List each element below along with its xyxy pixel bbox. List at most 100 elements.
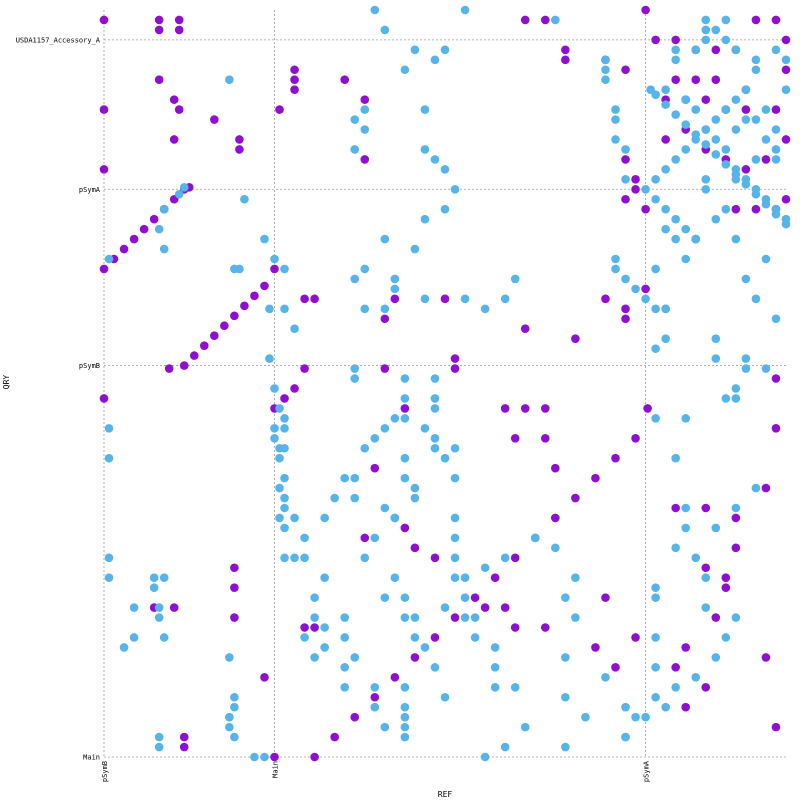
data-point <box>731 95 741 104</box>
data-point <box>721 160 731 169</box>
data-point <box>350 274 360 284</box>
data-point <box>340 633 350 642</box>
data-point <box>701 573 711 583</box>
data-point <box>510 682 520 692</box>
y-tick-label: USDA1157_Accessory_A <box>16 36 101 44</box>
data-point <box>671 110 680 119</box>
data-point <box>440 453 450 463</box>
data-point <box>781 194 791 204</box>
data-point <box>621 65 630 75</box>
data-point <box>561 45 570 55</box>
data-point <box>350 653 360 662</box>
data-point <box>310 613 319 622</box>
data-point <box>651 194 660 204</box>
data-point <box>651 692 660 702</box>
data-point <box>199 341 209 350</box>
data-point <box>164 364 174 373</box>
data-point <box>711 653 721 662</box>
data-point <box>711 75 721 85</box>
data-point <box>611 115 620 124</box>
data-point <box>671 214 680 224</box>
data-point <box>280 414 289 423</box>
data-point <box>500 404 510 413</box>
data-point <box>651 35 660 45</box>
data-point <box>360 553 370 563</box>
data-point <box>410 653 420 662</box>
data-point <box>510 623 520 632</box>
data-point <box>270 264 279 274</box>
data-point <box>390 513 400 523</box>
data-point <box>360 443 370 453</box>
data-point <box>410 613 420 622</box>
data-point <box>721 633 731 642</box>
data-point <box>300 553 309 563</box>
data-point <box>551 15 560 25</box>
data-point <box>601 75 610 85</box>
data-point <box>671 75 680 85</box>
data-point <box>270 384 279 393</box>
data-point <box>751 483 761 493</box>
data-point <box>480 603 490 612</box>
data-point <box>104 453 114 463</box>
data-point <box>701 125 711 134</box>
data-point <box>270 433 279 443</box>
data-point <box>440 45 450 55</box>
data-point <box>520 722 530 732</box>
data-point <box>651 264 660 274</box>
data-point <box>290 384 299 393</box>
data-point <box>671 155 680 164</box>
data-point <box>771 314 781 324</box>
data-point <box>310 294 319 304</box>
data-point <box>661 224 670 234</box>
data-point <box>370 5 380 15</box>
x-tick-label: pSymB <box>101 761 109 782</box>
data-point <box>761 364 771 373</box>
data-point <box>410 483 420 493</box>
data-point <box>510 274 520 284</box>
data-point <box>561 55 570 65</box>
data-point <box>380 364 390 373</box>
data-point <box>500 294 510 304</box>
data-point <box>154 15 164 25</box>
data-point <box>621 702 630 712</box>
data-point <box>751 65 761 75</box>
data-point <box>681 643 691 652</box>
data-point <box>430 663 440 672</box>
data-point <box>781 214 791 224</box>
data-point <box>761 135 771 144</box>
data-point <box>681 95 691 104</box>
data-point <box>174 189 184 199</box>
data-point <box>350 374 360 383</box>
data-point <box>360 264 370 274</box>
data-point <box>671 55 680 65</box>
data-point <box>761 254 771 264</box>
data-point <box>540 623 550 632</box>
data-point <box>370 463 380 473</box>
data-point <box>771 722 781 732</box>
data-point <box>230 264 239 274</box>
data-point <box>179 361 189 370</box>
data-point <box>621 145 630 154</box>
data-point <box>731 384 741 393</box>
data-point <box>681 414 691 423</box>
data-point <box>721 15 731 25</box>
data-point <box>701 35 711 45</box>
data-point <box>651 344 660 353</box>
data-point <box>651 633 660 642</box>
data-point <box>149 573 159 583</box>
data-point <box>104 573 114 583</box>
data-point <box>400 65 410 75</box>
data-point <box>721 573 731 583</box>
data-point <box>641 294 650 304</box>
data-point <box>671 682 680 692</box>
data-point <box>631 175 640 184</box>
data-point <box>490 682 500 692</box>
data-point <box>631 633 640 642</box>
data-point <box>691 135 701 144</box>
data-point <box>430 633 440 642</box>
data-point <box>681 224 691 234</box>
data-point <box>154 603 164 612</box>
data-point <box>691 553 701 563</box>
data-point <box>681 120 691 129</box>
data-point <box>621 732 630 742</box>
